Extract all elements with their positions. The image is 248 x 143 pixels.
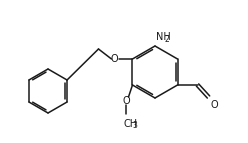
Text: 3: 3 [132, 121, 137, 130]
Text: O: O [123, 96, 130, 106]
Text: O: O [211, 100, 218, 110]
Text: 2: 2 [164, 34, 169, 43]
Text: CH: CH [124, 119, 138, 129]
Text: NH: NH [156, 32, 171, 42]
Text: O: O [111, 54, 118, 64]
